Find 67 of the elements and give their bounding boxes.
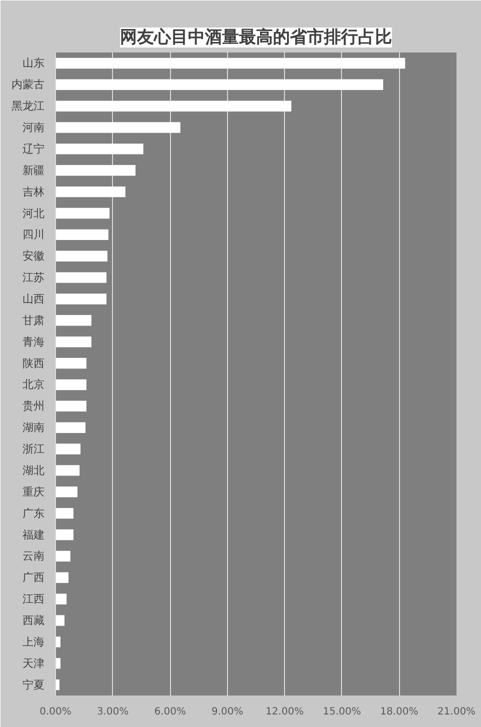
bar <box>56 79 384 90</box>
bar <box>56 486 78 498</box>
y-tick-label: 黑龙江 <box>12 100 44 113</box>
y-tick-label: 福建 <box>22 528 44 542</box>
y-tick-label: 湖北 <box>22 464 44 477</box>
y-tick-label: 山西 <box>22 292 44 306</box>
x-tick-label: 21.00% <box>437 706 476 718</box>
y-tick-label: 陕西 <box>22 356 44 370</box>
y-tick-label: 上海 <box>22 635 44 648</box>
y-tick-label: 重庆 <box>22 485 44 498</box>
bar <box>56 294 106 304</box>
bar <box>56 529 74 540</box>
y-tick-label: 江苏 <box>22 271 44 284</box>
bar <box>56 400 86 412</box>
bar <box>56 422 86 433</box>
y-tick-label: 青海 <box>22 335 44 348</box>
bar <box>56 379 86 390</box>
y-tick-label: 北京 <box>22 378 44 392</box>
y-tick-label: 四川 <box>22 228 44 242</box>
y-tick-label: 宁夏 <box>22 678 44 692</box>
bar <box>56 636 60 648</box>
y-tick-label: 天津 <box>22 656 44 670</box>
x-tick-label: 6.00% <box>154 706 186 718</box>
bar <box>56 465 80 476</box>
bar <box>56 229 108 240</box>
y-tick-label: 吉林 <box>22 185 44 198</box>
bar <box>56 358 86 369</box>
y-tick-label: 内蒙古 <box>12 78 44 92</box>
y-tick-label: 安徽 <box>22 250 44 263</box>
bar <box>56 572 68 583</box>
bar <box>56 594 67 604</box>
x-tick-label: 9.00% <box>211 706 244 718</box>
x-tick-label: 3.00% <box>96 706 129 718</box>
bar <box>56 550 70 562</box>
y-tick-label: 甘肃 <box>22 314 44 327</box>
bar <box>56 144 144 154</box>
y-tick-label: 江西 <box>22 592 44 606</box>
bar <box>56 250 108 262</box>
bar <box>56 100 292 112</box>
y-tick-label: 广东 <box>22 506 44 520</box>
y-tick-label: 山东 <box>22 56 44 70</box>
bar <box>56 165 136 176</box>
x-tick-label: 18.00% <box>380 706 418 718</box>
y-tick-label: 广西 <box>22 571 44 584</box>
bar <box>56 186 126 198</box>
bar <box>56 615 64 626</box>
y-tick-label: 浙江 <box>22 442 44 456</box>
bar <box>56 315 92 326</box>
bar <box>56 272 106 283</box>
y-tick-label: 湖南 <box>22 421 44 434</box>
bar <box>56 508 74 519</box>
bar <box>56 122 180 133</box>
y-tick-label: 辽宁 <box>22 142 44 156</box>
y-tick-label: 新疆 <box>22 164 44 177</box>
x-tick-label: 0.00% <box>40 706 72 718</box>
y-tick-label: 河北 <box>22 206 44 220</box>
y-tick-label: 河南 <box>22 121 44 134</box>
bar <box>56 336 92 348</box>
y-tick-label: 贵州 <box>22 400 44 413</box>
x-tick-label: 15.00% <box>322 706 362 718</box>
bar <box>56 208 110 219</box>
chart-title: 网友心目中酒量最高的省市排行占比 <box>120 28 392 48</box>
bar <box>56 58 406 69</box>
bar <box>56 444 81 454</box>
y-tick-label: 西藏 <box>22 614 44 627</box>
y-tick-label: 云南 <box>22 550 44 563</box>
x-tick-label: 12.00% <box>266 706 304 718</box>
